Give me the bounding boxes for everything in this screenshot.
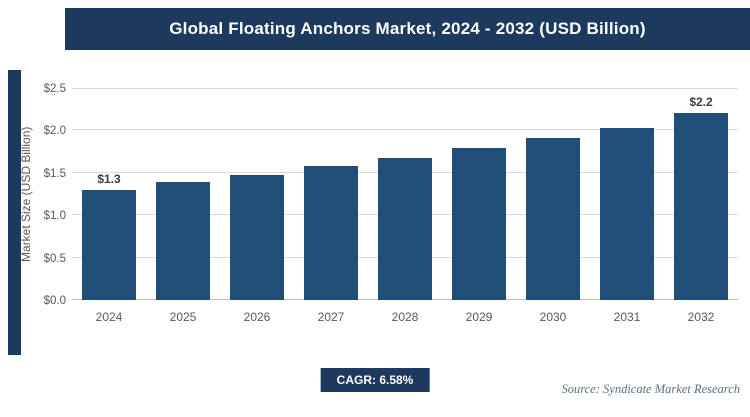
- left-accent-bar: [8, 70, 21, 355]
- y-tick-label: $1.5: [43, 167, 66, 180]
- x-tick-label: 2032: [687, 310, 715, 324]
- bar-slot: [146, 88, 220, 300]
- y-tick-label: $2.0: [43, 125, 66, 138]
- x-tick-label: 2028: [391, 310, 419, 324]
- x-tick-label: 2027: [317, 310, 345, 324]
- bar-slot: [294, 88, 368, 300]
- bar-value-label: $1.3: [97, 171, 121, 186]
- y-tick-label: $1.0: [43, 210, 66, 223]
- bar-2032: [674, 113, 728, 300]
- x-tick-label: 2025: [169, 310, 197, 324]
- bar-2026: [230, 174, 284, 300]
- bar-2027: [304, 166, 358, 300]
- plot-area: $1.3 $2.2: [72, 88, 738, 300]
- gridline: [72, 129, 738, 131]
- x-tick-label: 2029: [465, 310, 493, 324]
- x-tick-label: 2024: [95, 310, 123, 324]
- bar-value-label: $2.2: [689, 95, 713, 110]
- y-tick-label: $0.5: [43, 252, 66, 265]
- bar-slot: [442, 88, 516, 300]
- bar-2024: [82, 189, 136, 300]
- bar-2029: [452, 148, 506, 300]
- bar-slot: $1.3: [72, 88, 146, 300]
- y-tick-label: $0.0: [43, 295, 66, 307]
- y-tick-label: $2.5: [43, 83, 66, 95]
- bar-2028: [378, 157, 432, 300]
- chart-title-banner: Global Floating Anchors Market, 2024 - 2…: [65, 8, 750, 50]
- x-labels: 2024 2025 2026 2027 2028 2029 2030 2031 2032: [72, 310, 738, 324]
- bar-slot: $2.2: [664, 88, 738, 300]
- x-tick-label: 2026: [243, 310, 271, 324]
- chart-title: Global Floating Anchors Market, 2024 - 2…: [169, 19, 646, 38]
- source-note: Source: Syndicate Market Research: [561, 382, 740, 396]
- cagr-badge: CAGR: 6.58%: [320, 368, 430, 392]
- bars: $1.3 $2.2: [72, 88, 738, 300]
- x-tick-label: 2031: [613, 310, 641, 324]
- bar-slot: [516, 88, 590, 300]
- bar-2031: [600, 127, 654, 300]
- y-axis-title: Market Size (USD Billion): [19, 126, 33, 262]
- bar-slot: [590, 88, 664, 300]
- bar-2025: [156, 182, 210, 300]
- x-tick-label: 2030: [539, 310, 567, 324]
- bar-slot: [220, 88, 294, 300]
- y-tick-labels: $0.0 $0.5 $1.0 $1.5 $2.0 $2.5: [34, 83, 66, 307]
- gridline: [72, 88, 738, 89]
- bar-2030: [526, 138, 580, 300]
- bar-slot: [368, 88, 442, 300]
